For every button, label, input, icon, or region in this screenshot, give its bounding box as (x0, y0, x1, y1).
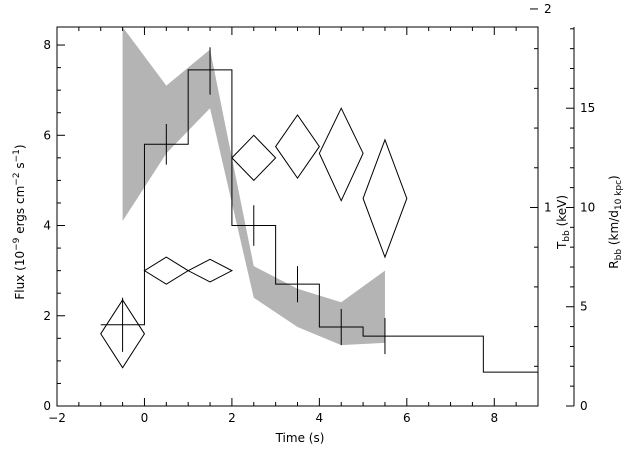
y-tick-label-0: 0 (43, 399, 51, 413)
radius-tick-label-1: 5 (580, 300, 588, 314)
diamond-marker-5 (318, 107, 364, 202)
radius-tick-label-3: 15 (580, 101, 595, 115)
x-tick-label-2: 2 (228, 411, 236, 425)
diamond-layer (100, 107, 408, 369)
diamond-marker-6 (362, 138, 408, 259)
temperature-tick-label-0: 1 (544, 200, 552, 214)
diamond-marker-1 (143, 256, 190, 285)
x-tick-label-4: 6 (403, 411, 411, 425)
y-tick-label-4: 8 (43, 38, 51, 52)
flux-step-line (100, 69, 538, 373)
temperature-tick-label-1: 2 (544, 2, 552, 16)
diamond-marker-2 (187, 258, 233, 283)
y-tick-label-3: 6 (43, 128, 51, 142)
y-axis-title-left: Flux (10−9 ergs cm−2 s−1) (12, 144, 27, 299)
diamond-marker-4 (275, 114, 320, 180)
radius-tick-label-0: 0 (580, 399, 588, 413)
shaded-band-layer (122, 27, 385, 346)
y-tick-label-2: 4 (43, 219, 51, 233)
x-tick-label-5: 8 (490, 411, 498, 425)
x-tick-label-3: 4 (316, 411, 324, 425)
y-axis-title-temperature: Tbb (keV) (555, 195, 572, 250)
diamond-marker-0 (100, 299, 146, 369)
y-tick-label-1: 2 (43, 309, 51, 323)
x-axis-title: Time (s) (275, 431, 325, 445)
step-layer (100, 69, 538, 373)
radius-tick-label-2: 10 (580, 200, 595, 214)
x-tick-label-0: −2 (48, 411, 66, 425)
x-tick-label-1: 0 (141, 411, 149, 425)
y-axis-title-radius: Rbb (km/d10 kpc) (607, 175, 624, 268)
diamond-marker-3 (231, 134, 277, 182)
errorbar-layer (122, 47, 386, 355)
shaded-band (122, 27, 385, 346)
